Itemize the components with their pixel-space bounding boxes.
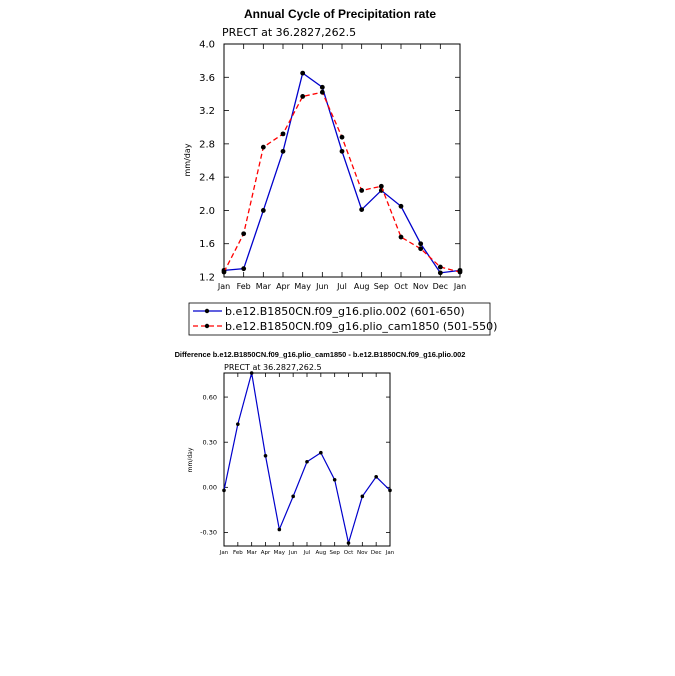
chart2-ytick-label: -0.30	[200, 529, 217, 537]
chart1-series-1-point	[260, 208, 266, 213]
chart2-series-1-point	[360, 494, 365, 499]
chart1-series-1-point	[398, 203, 404, 209]
chart1-plot: Jan Feb Mar Apr May Jun Jul Aug Sep Oct Nov Dec Jan1…	[199, 40, 466, 292]
chart1-xtick-label: Mar	[256, 282, 272, 291]
legend-label-series-1: b.e12.B1850CN.f09_g16.plio.002 (601-650)	[225, 305, 465, 318]
chart2-series-1-line	[223, 372, 391, 544]
chart1-series-1-line	[223, 72, 461, 274]
chart1-series-2-point	[221, 269, 227, 275]
chart2-series-1-point	[332, 478, 337, 482]
chart1-ytick-label: 4.0	[199, 40, 215, 51]
chart1-title: Annual Cycle of Precipitation rate	[244, 7, 436, 21]
chart2-xtick-label: Jun	[288, 550, 298, 556]
chart1-series-2-point	[300, 94, 306, 99]
chart2-series-1-point	[319, 450, 323, 455]
chart1-series-2-point	[359, 188, 365, 193]
chart2-title: Difference b.e12.B1850CN.f09_g16.plio_ca…	[175, 350, 466, 359]
chart2-ytick-label: 0.00	[203, 484, 217, 492]
chart1-xtick-label: Sep	[374, 282, 389, 291]
chart1-ytick-label: 2.4	[199, 173, 215, 184]
chart2-plot: Jan Feb Mar Apr May Jun Jul Aug Sep Oct Nov Dec Jan-…	[200, 371, 395, 556]
chart1-ytick-label: 2.0	[199, 206, 215, 217]
chart1-ytick-label: 1.6	[199, 239, 215, 250]
chart2-xtick-label: Jul	[303, 550, 311, 556]
chart2-xtick-label: Aug	[315, 550, 326, 556]
chart1-xtick-label: Jun	[315, 282, 329, 291]
chart1-series-2-point	[418, 246, 424, 252]
chart1-xtick-label: Oct	[394, 282, 408, 291]
chart1-xtick-label: Apr	[276, 282, 291, 291]
chart1-series-2-point	[378, 183, 384, 189]
chart1-series-1-point	[359, 207, 365, 212]
chart2-xtick-label: Jan	[219, 550, 229, 556]
chart2-xtick-label: Feb	[233, 550, 243, 556]
chart2-series-1-point	[236, 422, 240, 426]
chart2-series-1-point	[305, 459, 309, 464]
chart1-series-1-point	[300, 70, 306, 76]
chart1-series-1-point	[437, 270, 443, 276]
chart2-series-1-point	[249, 371, 254, 375]
chart1-xtick-label: Jan	[453, 282, 466, 291]
chart1-series-1-point	[339, 148, 345, 154]
chart2-series-1-point	[388, 488, 392, 493]
chart2-xtick-label: Nov	[357, 550, 368, 556]
chart2-series-1-point	[263, 453, 268, 458]
chart2-xtick-label: Mar	[246, 550, 257, 556]
chart2-xtick-label: Oct	[344, 550, 354, 556]
legend-box	[188, 302, 491, 336]
chart1-series-1-point	[319, 84, 325, 90]
legend-marker-series-2	[204, 323, 210, 329]
chart2-series-1-point	[374, 475, 378, 479]
chart2-series-1-point	[222, 488, 226, 493]
chart2-xtick-label: May	[274, 550, 286, 556]
chart1-ylabel: mm/day	[183, 143, 192, 176]
chart2-xtick-label: Jan	[385, 550, 395, 556]
chart1-ytick-label: 1.2	[199, 273, 215, 284]
chart1-ytick-label: 2.8	[199, 139, 215, 150]
chart1-ytick-label: 3.2	[199, 106, 215, 117]
chart1-series-2-line	[223, 91, 461, 273]
chart1-series-1-point	[280, 148, 286, 154]
chart1-plot-frame	[223, 43, 461, 278]
legend-label-series-2: b.e12.B1850CN.f09_g16.plio_cam1850 (501-…	[225, 320, 497, 333]
chart2-series-1-point	[277, 527, 282, 532]
chart1-series-2-point	[319, 89, 325, 95]
chart2-subtitle: PRECT at 36.2827,262.5	[224, 363, 322, 372]
chart1-subtitle: PRECT at 36.2827,262.5	[222, 26, 356, 39]
chart2-ytick-label: 0.60	[203, 393, 217, 401]
chart2-series-1-point	[291, 494, 295, 499]
chart1-xtick-label: Jan	[217, 282, 230, 291]
chart1-series-2-point	[398, 234, 404, 240]
chart1-series-2-point	[437, 264, 443, 270]
chart1-xtick-label: Jul	[336, 282, 347, 291]
chart2-xtick-label: Apr	[261, 550, 271, 556]
chart1-series-2-point	[280, 131, 286, 137]
chart1-xtick-label: Feb	[237, 282, 251, 291]
chart1-series-1-point	[418, 241, 424, 247]
chart1-legend: b.e12.B1850CN.f09_g16.plio.002 (601-650)…	[188, 302, 497, 336]
chart2-xtick-label: Dec	[371, 550, 382, 556]
chart1-series-1-point	[241, 266, 247, 272]
chart1-xtick-label: Aug	[354, 282, 370, 291]
chart1-xtick-label: Nov	[413, 282, 429, 291]
chart2-ylabel: mm/day	[187, 447, 194, 472]
chart1-xtick-label: May	[294, 282, 311, 291]
chart1-series-2-point	[339, 134, 345, 140]
chart1-series-2-point	[241, 231, 247, 237]
chart2-xtick-label: Sep	[329, 550, 340, 556]
chart2-plot-frame	[223, 372, 391, 547]
chart1-series-2-point	[457, 269, 463, 275]
chart1-ytick-label: 3.6	[199, 73, 215, 84]
chart2-series-1-point	[346, 541, 351, 545]
chart2-ytick-label: 0.30	[203, 438, 217, 446]
chart1-series-2-point	[260, 144, 266, 150]
legend-marker-series-1	[204, 308, 210, 314]
chart1-xtick-label: Dec	[433, 282, 448, 291]
